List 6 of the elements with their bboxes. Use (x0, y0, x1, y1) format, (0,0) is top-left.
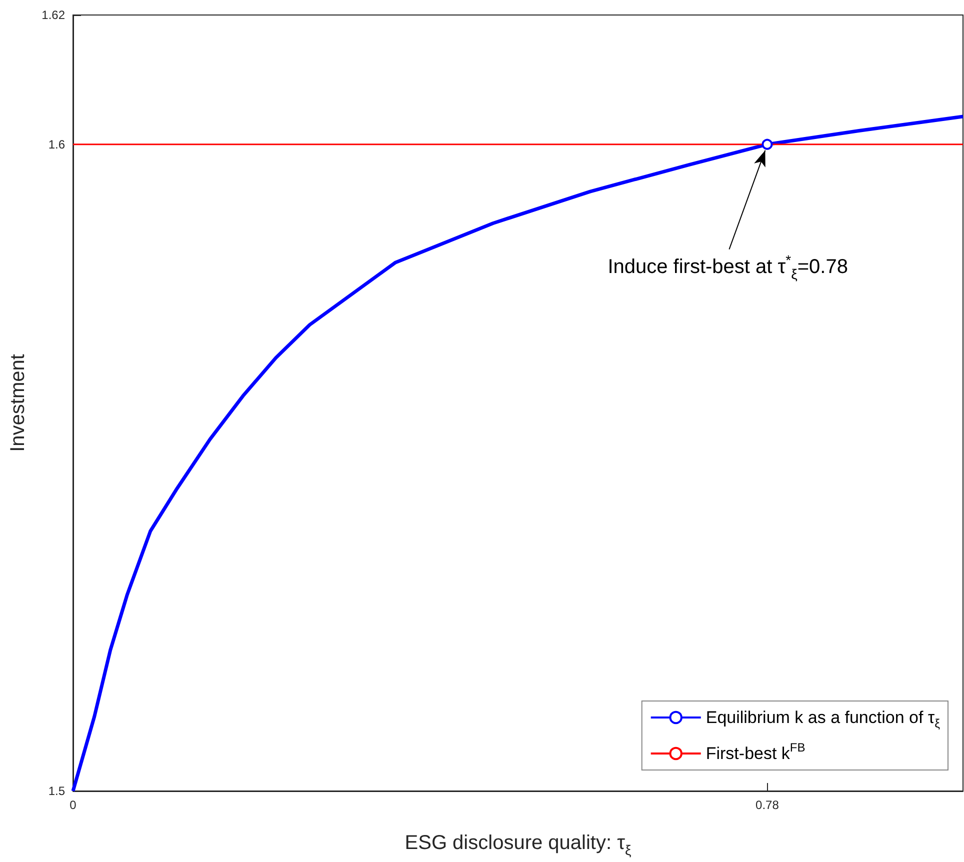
x-tick-label: 0.78 (756, 798, 780, 812)
x-tick-label: 0 (70, 798, 77, 812)
y-axis-title: Investment (7, 354, 29, 452)
y-tick-label: 1.62 (42, 8, 66, 22)
y-tick-label: 1.6 (48, 137, 66, 152)
y-tick-label: 1.5 (48, 784, 66, 798)
